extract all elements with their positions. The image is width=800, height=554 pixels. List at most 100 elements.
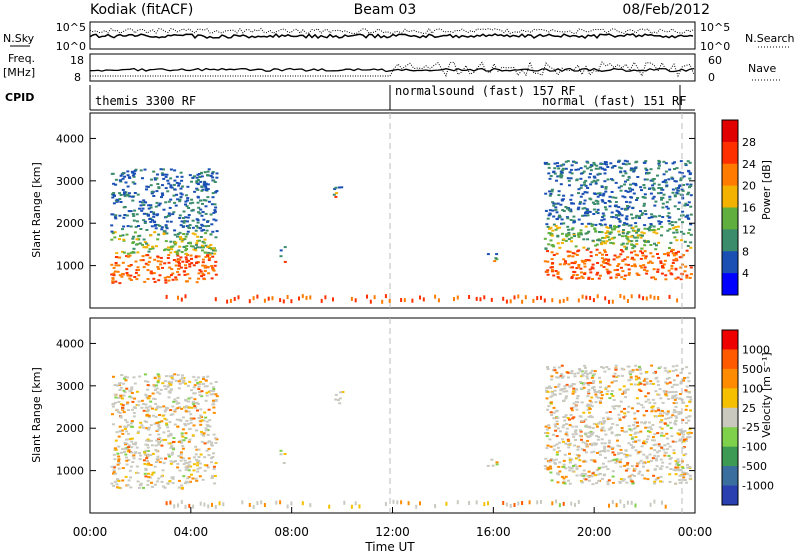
echo-cell — [184, 437, 188, 439]
echo-cell — [495, 461, 499, 464]
echo-cell — [343, 500, 346, 505]
echo-cell — [604, 387, 608, 390]
echo-cell — [632, 469, 636, 472]
echo-cell — [543, 237, 547, 240]
echo-cell — [689, 233, 693, 236]
echo-cell — [166, 257, 170, 259]
echo-cell — [185, 225, 189, 228]
echo-cell — [642, 184, 646, 186]
echo-cell — [634, 375, 638, 378]
echo-cell — [118, 214, 122, 217]
echo-cell — [582, 238, 586, 241]
echo-cell — [178, 198, 182, 201]
echo-cell — [124, 475, 128, 478]
echo-cell — [631, 480, 634, 483]
echo-cell — [113, 393, 117, 396]
echo-cell — [651, 187, 655, 190]
echo-cell — [661, 266, 664, 269]
echo-cell — [603, 251, 607, 253]
echo-cell — [626, 411, 630, 414]
echo-cell — [169, 434, 173, 437]
echo-cell — [131, 195, 135, 198]
echo-cell — [192, 424, 196, 427]
echo-cell — [214, 399, 218, 401]
echo-cell — [191, 208, 195, 211]
echo-cell — [400, 298, 403, 302]
echo-cell — [685, 473, 689, 476]
echo-cell — [577, 192, 580, 195]
echo-cell — [620, 276, 624, 279]
echo-cell — [607, 385, 611, 388]
echo-cell — [657, 384, 660, 387]
echo-cell — [671, 370, 675, 372]
echo-cell — [141, 177, 144, 180]
echo-cell — [676, 189, 680, 192]
echo-cell — [654, 215, 658, 218]
echo-cell — [179, 419, 183, 422]
echo-cell — [575, 397, 579, 400]
echo-cell — [667, 212, 671, 215]
echo-cell — [580, 481, 584, 484]
echo-cell — [674, 253, 678, 256]
echo-cell — [595, 469, 599, 472]
echo-cell — [548, 194, 552, 197]
echo-cell — [586, 238, 590, 241]
echo-cell — [623, 274, 627, 277]
echo-cell — [609, 224, 612, 227]
echo-cell — [172, 460, 176, 463]
echo-cell — [559, 203, 563, 206]
echo-cell — [613, 372, 617, 375]
echo-cell — [163, 249, 166, 252]
echo-cell — [577, 218, 581, 221]
echo-cell — [155, 190, 159, 193]
echo-cell — [384, 294, 387, 299]
echo-cell — [662, 434, 666, 437]
echo-cell — [149, 454, 153, 456]
echo-cell — [188, 265, 192, 268]
echo-cell — [188, 241, 192, 244]
echo-cell — [659, 397, 663, 400]
echo-cell — [182, 221, 186, 224]
echo-cell — [169, 186, 173, 189]
echo-cell — [591, 223, 595, 226]
echo-cell — [556, 175, 560, 178]
echo-cell — [197, 448, 201, 451]
echo-cell — [609, 276, 613, 279]
echo-cell — [645, 169, 649, 171]
echo-cell — [201, 478, 205, 481]
echo-cell — [568, 452, 571, 455]
echo-cell — [111, 405, 115, 408]
echo-cell — [607, 270, 611, 273]
echo-cell — [117, 396, 121, 399]
echo-cell — [211, 393, 215, 396]
echo-cell — [248, 299, 251, 304]
echo-cell — [159, 457, 163, 460]
echo-cell — [209, 174, 213, 177]
echo-cell — [657, 256, 661, 259]
echo-cell — [549, 445, 553, 448]
echo-cell — [614, 204, 618, 207]
echo-cell — [599, 401, 602, 404]
echo-cell — [176, 270, 180, 273]
echo-cell — [125, 387, 129, 390]
echo-cell — [654, 248, 658, 251]
echo-cell — [603, 223, 607, 226]
echo-cell — [203, 238, 207, 241]
echo-cell — [651, 405, 655, 408]
echo-cell — [139, 482, 143, 485]
echo-cell — [521, 501, 524, 505]
echo-cell — [657, 159, 661, 162]
echo-cell — [158, 437, 162, 439]
echo-cell — [149, 210, 153, 213]
echo-cell — [145, 396, 149, 399]
echo-cell — [128, 277, 132, 280]
nsky-frame — [89, 21, 696, 50]
echo-cell — [555, 423, 559, 426]
echo-cell — [114, 472, 118, 475]
echo-cell — [487, 501, 489, 506]
echo-cell — [334, 398, 338, 401]
x-tick-label: 00:00 — [678, 525, 713, 539]
echo-cell — [589, 164, 593, 167]
echo-cell — [113, 231, 117, 234]
